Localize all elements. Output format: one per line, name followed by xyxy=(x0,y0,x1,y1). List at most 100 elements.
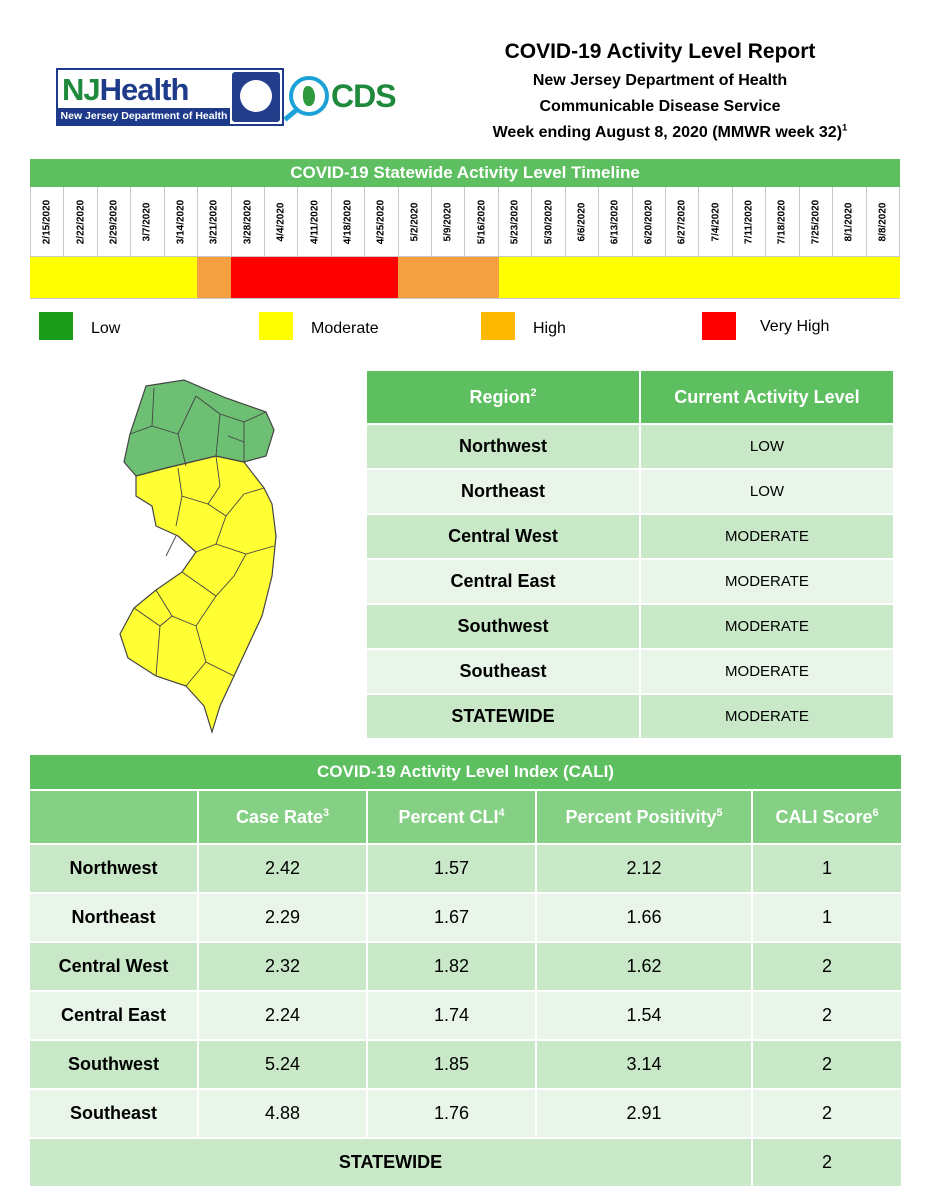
percent-positivity: 2.91 xyxy=(535,1088,753,1139)
statewide-label: STATEWIDE xyxy=(28,1137,753,1188)
cali-table-title: COVID-19 Activity Level Index (CALI) xyxy=(28,753,903,791)
percent-cli: 1.85 xyxy=(366,1039,537,1090)
timeline-date: 6/20/2020 xyxy=(632,187,667,257)
footnote-marker: 3 xyxy=(323,806,330,819)
timeline-level-moderate xyxy=(866,257,901,298)
timeline-date: 7/25/2020 xyxy=(799,187,834,257)
timeline-level-high xyxy=(431,257,466,298)
timeline-date-label: 2/29/2020 xyxy=(108,199,120,244)
timeline-date-label: 7/25/2020 xyxy=(810,199,822,244)
table-row: Central West 2.32 1.82 1.62 2 xyxy=(28,941,903,992)
statewide-timeline: COVID-19 Statewide Activity Level Timeli… xyxy=(30,159,901,299)
timeline-date: 4/11/2020 xyxy=(298,187,332,257)
timeline-date-label: 4/25/2020 xyxy=(375,199,387,244)
timeline-level-moderate xyxy=(96,257,131,298)
map-southern-counties xyxy=(119,455,277,735)
timeline-date: 5/23/2020 xyxy=(498,187,533,257)
timeline-level-moderate xyxy=(799,257,834,298)
legend-swatch xyxy=(39,312,73,340)
blank-header xyxy=(28,789,199,845)
timeline-level-high xyxy=(398,257,432,298)
timeline-level-moderate xyxy=(632,257,666,298)
footnote-marker: 6 xyxy=(872,806,879,819)
timeline-date-label: 4/4/2020 xyxy=(275,202,287,241)
timeline-date: 3/14/2020 xyxy=(164,187,199,257)
timeline-date-label: 4/11/2020 xyxy=(309,199,321,244)
timeline-level-high xyxy=(197,257,231,298)
header-text: Case Rate xyxy=(235,806,324,827)
table-row: Central East 2.24 1.74 1.54 2 xyxy=(28,990,903,1041)
cali-score: 1 xyxy=(751,843,903,894)
week-ending-text: Week ending August 8, 2020 (MMWR week 32… xyxy=(492,124,843,141)
timeline-date-label: 3/28/2020 xyxy=(242,199,254,244)
cali-table: COVID-19 Activity Level Index (CALI) Cas… xyxy=(28,753,903,1188)
region-name: STATEWIDE xyxy=(365,693,641,740)
table-row: Northeast LOW xyxy=(365,468,895,515)
timeline-level-moderate xyxy=(63,257,97,298)
department-name: New Jersey Department of Health xyxy=(532,72,788,89)
timeline-date: 6/27/2020 xyxy=(666,187,700,257)
case-rate: 2.29 xyxy=(197,892,368,943)
region-name: Southwest xyxy=(365,603,641,650)
percent-cli: 1.74 xyxy=(366,990,537,1041)
magnifier-icon xyxy=(289,76,329,116)
timeline-level-very-high xyxy=(264,257,298,298)
timeline-date: 3/7/2020 xyxy=(131,187,165,257)
logo-nj-text: NJ xyxy=(62,72,101,107)
logo-nj-bar-text: New Jersey Department of Health xyxy=(58,108,230,124)
logo-health-text: Health xyxy=(99,72,190,107)
region-name: Northwest xyxy=(28,843,199,894)
timeline-date: 7/11/2020 xyxy=(732,187,767,257)
case-rate: 2.42 xyxy=(197,843,368,894)
timeline-date: 4/18/2020 xyxy=(331,187,366,257)
table-row: Southwest 5.24 1.85 3.14 2 xyxy=(28,1039,903,1090)
timeline-date-label: 6/6/2020 xyxy=(576,202,588,241)
region-name: Central East xyxy=(28,990,199,1041)
timeline-level-moderate xyxy=(565,257,599,298)
percent-cli-header: Percent CLI4 xyxy=(366,789,537,845)
activity-col-header: Current Activity Level xyxy=(639,369,895,425)
timeline-date: 5/16/2020 xyxy=(465,187,499,257)
timeline-date: 2/15/2020 xyxy=(31,187,65,257)
logo-cds-text: CDS xyxy=(331,78,397,114)
region-activity-table: Region2 Current Activity Level Northwest… xyxy=(365,369,895,740)
timeline-date-label: 7/4/2020 xyxy=(710,202,722,241)
percent-positivity: 3.14 xyxy=(535,1039,753,1090)
timeline-date: 4/25/2020 xyxy=(365,187,399,257)
timeline-date-label: 6/27/2020 xyxy=(676,199,688,244)
region-col-header: Region2 xyxy=(365,369,641,425)
timeline-date: 5/30/2020 xyxy=(532,187,566,257)
timeline-level-moderate xyxy=(130,257,164,298)
header-text: CALI Score xyxy=(775,806,873,827)
timeline-date-label: 5/2/2020 xyxy=(409,202,421,241)
timeline-date-label: 6/20/2020 xyxy=(643,199,655,244)
phab-seal-icon xyxy=(232,72,280,122)
timeline-level-very-high xyxy=(331,257,365,298)
table-row: Southwest MODERATE xyxy=(365,603,895,650)
service-name: Communicable Disease Service xyxy=(539,98,781,115)
timeline-date-label: 4/18/2020 xyxy=(342,199,354,244)
case-rate: 5.24 xyxy=(197,1039,368,1090)
region-name: Northeast xyxy=(28,892,199,943)
timeline-date: 5/9/2020 xyxy=(432,187,466,257)
footnote-marker: 1 xyxy=(842,122,848,134)
case-rate: 2.24 xyxy=(197,990,368,1041)
activity-level: LOW xyxy=(639,423,895,470)
timeline-date: 2/22/2020 xyxy=(64,187,98,257)
legend-label: Moderate xyxy=(311,320,379,337)
legend-swatch xyxy=(702,312,736,340)
timeline-date-label: 2/15/2020 xyxy=(41,199,53,244)
table-row: Northwest 2.42 1.57 2.12 1 xyxy=(28,843,903,894)
table-row: Central East MODERATE xyxy=(365,558,895,605)
timeline-date: 6/13/2020 xyxy=(599,187,633,257)
region-name: Northeast xyxy=(365,468,641,515)
cali-score: 2 xyxy=(751,1039,903,1090)
timeline-date-label: 8/1/2020 xyxy=(843,202,855,241)
timeline-date-label: 7/11/2020 xyxy=(743,199,755,244)
percent-cli: 1.76 xyxy=(366,1088,537,1139)
timeline-title: COVID-19 Statewide Activity Level Timeli… xyxy=(30,159,900,187)
week-ending: Week ending August 8, 2020 (MMWR week 32… xyxy=(440,122,900,142)
percent-positivity: 1.66 xyxy=(535,892,753,943)
timeline-level-very-high xyxy=(297,257,332,298)
region-name: Southwest xyxy=(28,1039,199,1090)
